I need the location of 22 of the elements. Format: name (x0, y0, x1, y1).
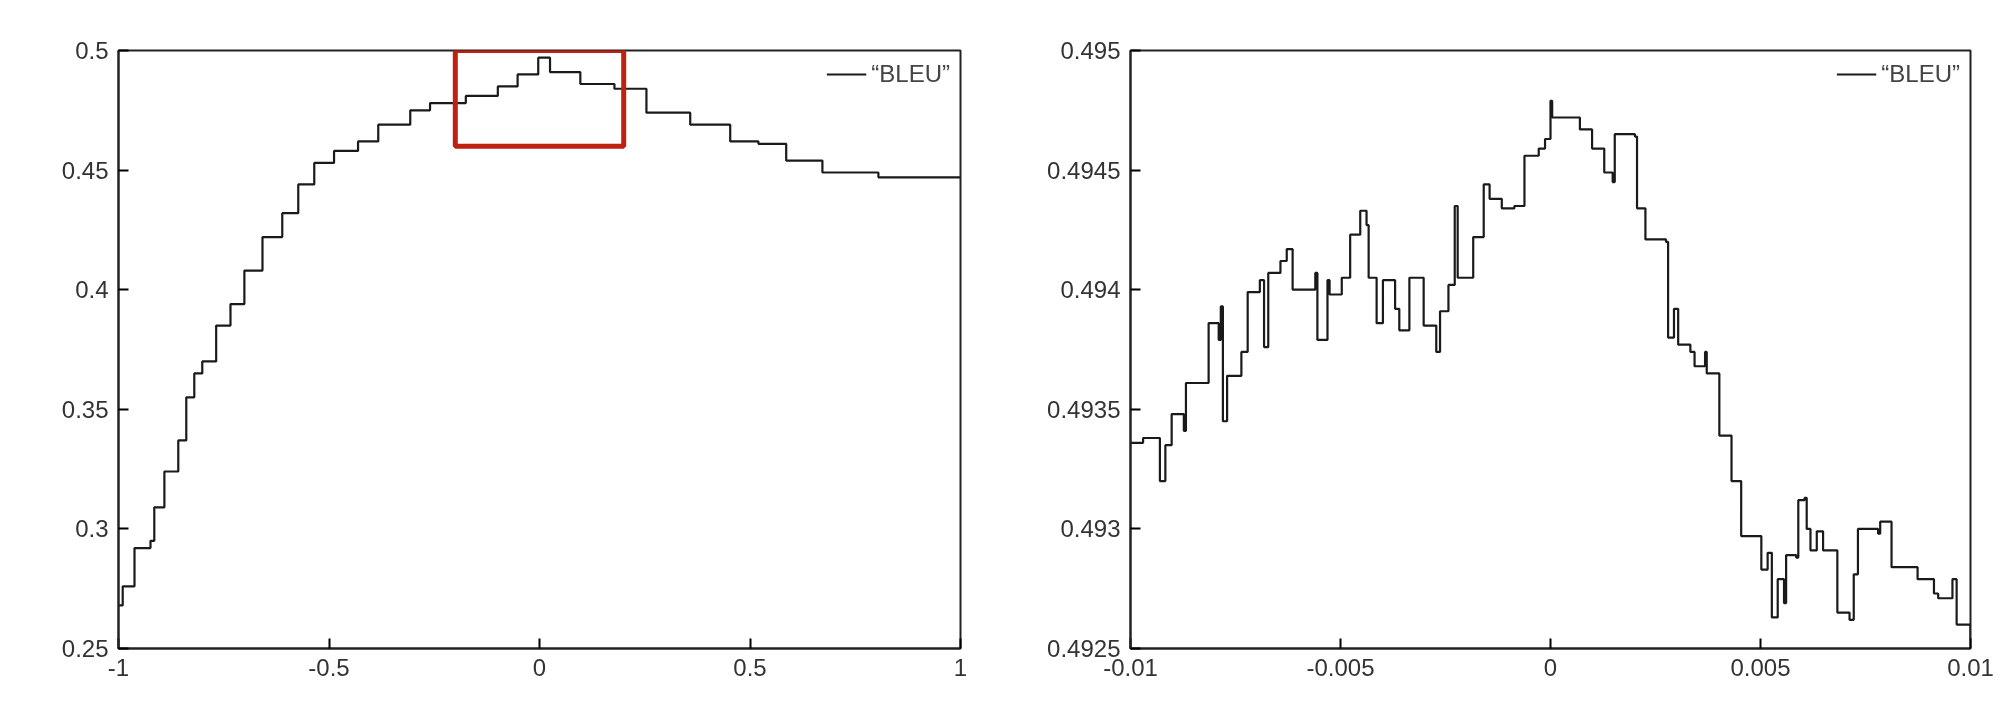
y-tick-label: 0.494 (1060, 276, 1121, 304)
legend-label: “BLEU” (871, 60, 950, 88)
y-tick-label: 0.35 (61, 395, 109, 423)
y-tick-label: 0.4 (75, 276, 109, 304)
x-tick-label: 0 (1543, 653, 1558, 681)
x-tick-label: 0 (532, 653, 547, 681)
x-tick-label: 0.5 (733, 653, 767, 681)
y-tick-label: 0.4935 (1047, 395, 1121, 423)
y-tick-label: 0.4945 (1047, 156, 1121, 184)
x-tick-label: 0.005 (1730, 653, 1791, 681)
y-tick-label: 0.3 (75, 515, 109, 543)
x-tick-label: -1 (107, 653, 130, 681)
y-tick-label: 0.495 (1060, 37, 1121, 64)
x-tick-label: -0.005 (1306, 653, 1375, 681)
y-tick-label: 0.5 (75, 37, 109, 64)
y-tick-label: 0.45 (61, 156, 109, 184)
x-tick-label: 1 (953, 653, 968, 681)
y-tick-label: 0.25 (61, 635, 109, 662)
y-tick-label: 0.493 (1060, 515, 1121, 543)
x-tick-label: -0.5 (308, 653, 350, 681)
x-tick-label: 0.01 (1947, 653, 1994, 681)
legend-label: “BLEU” (1881, 60, 1960, 88)
